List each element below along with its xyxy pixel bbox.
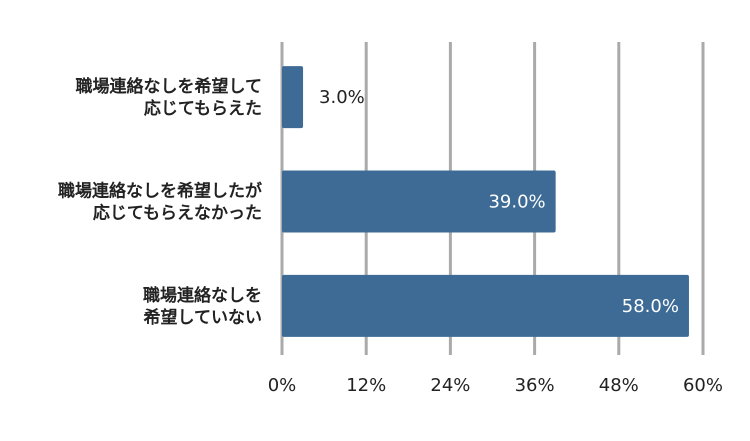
x-tick-label: 0% — [268, 375, 297, 396]
x-tick-label: 60% — [683, 375, 723, 396]
data-label: 3.0% — [319, 87, 365, 108]
x-tick-labels: 0% 12% 24% 36% 48% 60% — [268, 375, 723, 396]
bar — [282, 66, 304, 129]
bar — [282, 274, 689, 337]
bars: 3.0% 39.0% 58.0% — [282, 66, 689, 337]
category-label: 応じてもらえなかった — [93, 203, 262, 224]
category-label: 応じてもらえた — [144, 98, 262, 119]
x-tick-label: 36% — [515, 375, 555, 396]
x-tick-label: 12% — [346, 375, 386, 396]
category-label: 希望していない — [144, 307, 263, 328]
data-label: 58.0% — [622, 296, 679, 317]
x-tick-label: 24% — [430, 375, 470, 396]
data-label: 39.0% — [488, 192, 545, 213]
category-labels: 職場連絡なしを希望して応じてもらえた職場連絡なしを希望したが応じてもらえなかった… — [58, 76, 262, 328]
category-label: 職場連絡なしを希望して — [76, 76, 263, 97]
category-label: 職場連絡なしを希望したが — [58, 181, 262, 202]
category-label: 職場連絡なしを — [143, 285, 262, 306]
bar — [282, 170, 556, 233]
x-tick-label: 48% — [599, 375, 639, 396]
